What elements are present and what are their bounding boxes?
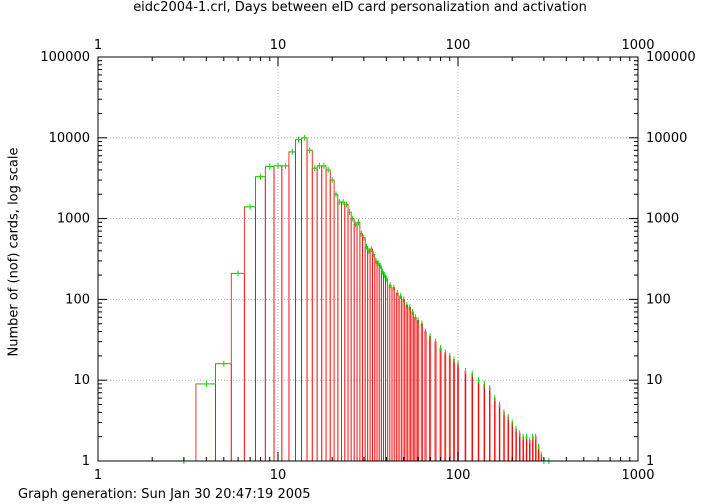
histogram-bar	[359, 233, 363, 462]
histogram-bar	[243, 206, 256, 462]
histogram-bar	[350, 218, 355, 462]
histogram-bar	[384, 278, 388, 462]
histogram-bar	[340, 201, 346, 462]
y-tick-label: 1000	[57, 212, 90, 227]
histogram-bar	[399, 295, 402, 462]
histogram-bar	[325, 169, 331, 462]
histogram-bar	[255, 176, 266, 462]
histogram-bar	[444, 352, 447, 462]
generation-timestamp: Graph generation: Sun Jan 30 20:47:19 20…	[18, 487, 311, 502]
axis-ticks	[97, 57, 638, 462]
histogram-bar	[281, 165, 290, 462]
histogram-bar	[333, 193, 339, 462]
histogram-bar	[424, 331, 427, 462]
histogram-bar	[494, 397, 496, 462]
histogram-bar	[532, 436, 534, 462]
histogram-bar	[306, 149, 313, 462]
histogram-bar	[535, 436, 537, 462]
histogram-bar	[356, 221, 361, 462]
y-tick-label: 1	[82, 454, 90, 469]
x-tick-label: 100	[446, 468, 471, 483]
histogram-bar	[347, 211, 352, 462]
histogram-bar	[353, 223, 358, 462]
histogram-bar	[457, 363, 459, 462]
x2-tick-label: 1000	[621, 38, 654, 53]
histogram-bar	[434, 341, 437, 462]
histogram-bar	[311, 167, 318, 462]
x2-tick-label: 10	[270, 38, 287, 53]
histogram-bar	[429, 335, 432, 462]
histogram-bar	[195, 383, 216, 462]
plot-frame	[97, 56, 639, 462]
histogram-bar	[511, 422, 513, 462]
histogram-bar	[529, 439, 531, 462]
histogram-bar	[230, 272, 245, 462]
y2-tick-label: 1000	[646, 212, 679, 227]
histogram-bar	[396, 292, 399, 462]
y-tick-label: 10000	[49, 131, 90, 146]
histogram-bar	[215, 363, 232, 462]
histogram-bar	[464, 370, 467, 462]
histogram-bar	[344, 203, 349, 462]
histogram-bar	[392, 287, 396, 462]
histogram-bar	[519, 432, 521, 462]
histogram-bar	[503, 411, 505, 462]
histogram-bar	[489, 387, 491, 462]
histogram-bar	[471, 373, 473, 462]
y-tick-label: 100	[65, 292, 90, 307]
histogram-bar	[288, 151, 296, 462]
y2-tick-label: 10	[646, 373, 663, 388]
x-tick-label: 1	[94, 468, 102, 483]
histogram-bar	[525, 436, 528, 462]
error-markers	[169, 134, 550, 464]
histogram-bar	[498, 404, 501, 462]
y-tick-label: 100000	[40, 50, 90, 65]
histogram-bar	[522, 436, 524, 462]
histogram-bar	[414, 316, 417, 462]
y2-tick-label: 100	[646, 292, 671, 307]
histogram-bar	[439, 347, 442, 462]
y2-tick-label: 1	[646, 454, 654, 469]
x-tick-label: 10	[270, 468, 287, 483]
histogram-bar	[408, 306, 411, 462]
histogram-bar	[388, 284, 392, 462]
histogram-bar	[264, 166, 275, 462]
x-tick-label: 1000	[621, 468, 654, 483]
histogram-bar	[402, 298, 405, 462]
histogram-bar	[316, 165, 323, 462]
histogram-bar	[477, 379, 480, 462]
histogram-bar	[515, 428, 517, 462]
histogram-bar	[453, 359, 455, 462]
histogram-bar	[507, 416, 509, 462]
histogram-bar	[411, 311, 414, 462]
histogram-bar	[329, 179, 335, 462]
histogram-bar	[337, 201, 342, 462]
y2-tick-label: 100000	[646, 50, 696, 65]
histogram-bar	[420, 323, 423, 462]
histogram-bar	[321, 165, 327, 462]
x2-tick-label: 100	[446, 38, 471, 53]
histogram-bar	[295, 139, 302, 462]
histogram-bar	[405, 304, 409, 462]
x2-tick-label: 1	[94, 38, 102, 53]
histogram-bar	[417, 319, 420, 462]
y-tick-label: 10	[73, 373, 90, 388]
y2-tick-label: 10000	[646, 131, 687, 146]
chart-title: eidc2004-1.crl, Days between eID card pe…	[133, 0, 587, 15]
histogram-bar	[483, 383, 486, 462]
histogram-bar	[448, 355, 451, 462]
